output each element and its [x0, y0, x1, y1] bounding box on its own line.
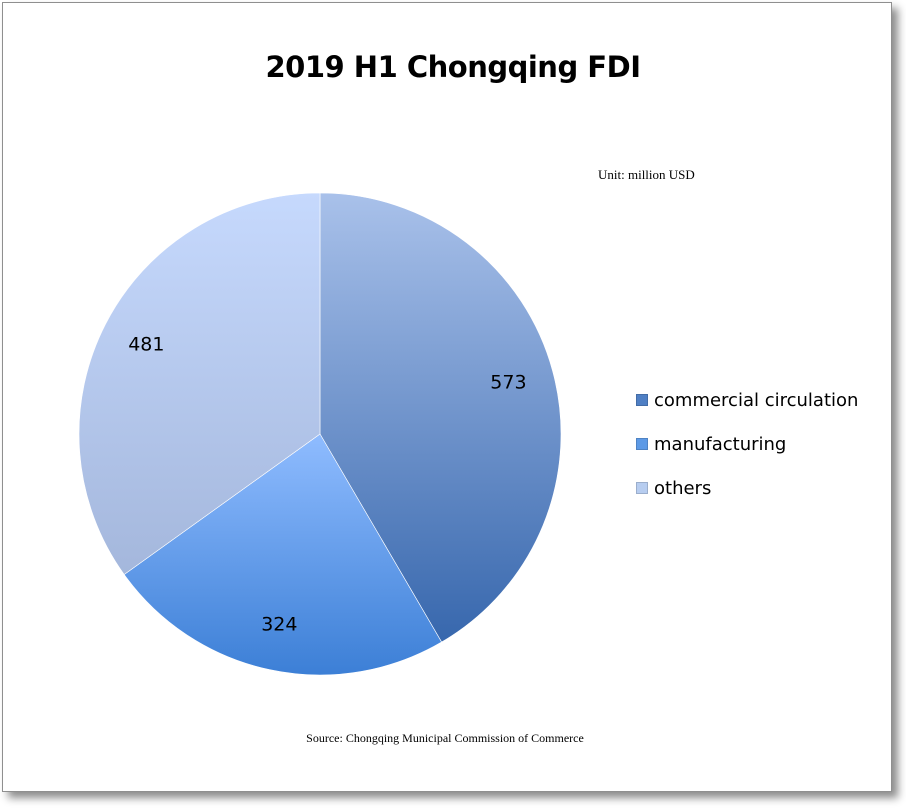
pie-slice-others — [78, 192, 321, 575]
legend-swatch — [636, 438, 648, 450]
legend-swatch — [636, 394, 648, 406]
data-label-manufacturing: 324 — [261, 613, 297, 635]
legend-item-others: others — [636, 466, 858, 510]
legend-swatch — [636, 482, 648, 494]
pie-slice-manufacturing — [123, 433, 443, 676]
data-label-commercial-circulation: 573 — [490, 371, 526, 393]
source-note: Source: Chongqing Municipal Commission o… — [306, 731, 584, 745]
chart-legend: commercial circulation manufacturing oth… — [636, 378, 858, 510]
legend-label: others — [654, 477, 712, 499]
unit-note: Unit: million USD — [598, 167, 695, 182]
legend-label: manufacturing — [654, 433, 787, 455]
legend-item-manufacturing: manufacturing — [636, 422, 858, 466]
legend-item-commercial-circulation: commercial circulation — [636, 378, 858, 422]
data-label-others: 481 — [128, 333, 164, 355]
pie-slice-commercial-circulation — [319, 192, 562, 643]
legend-label: commercial circulation — [654, 389, 859, 411]
chart-title: 2019 H1 Chongqing FDI — [265, 50, 641, 84]
